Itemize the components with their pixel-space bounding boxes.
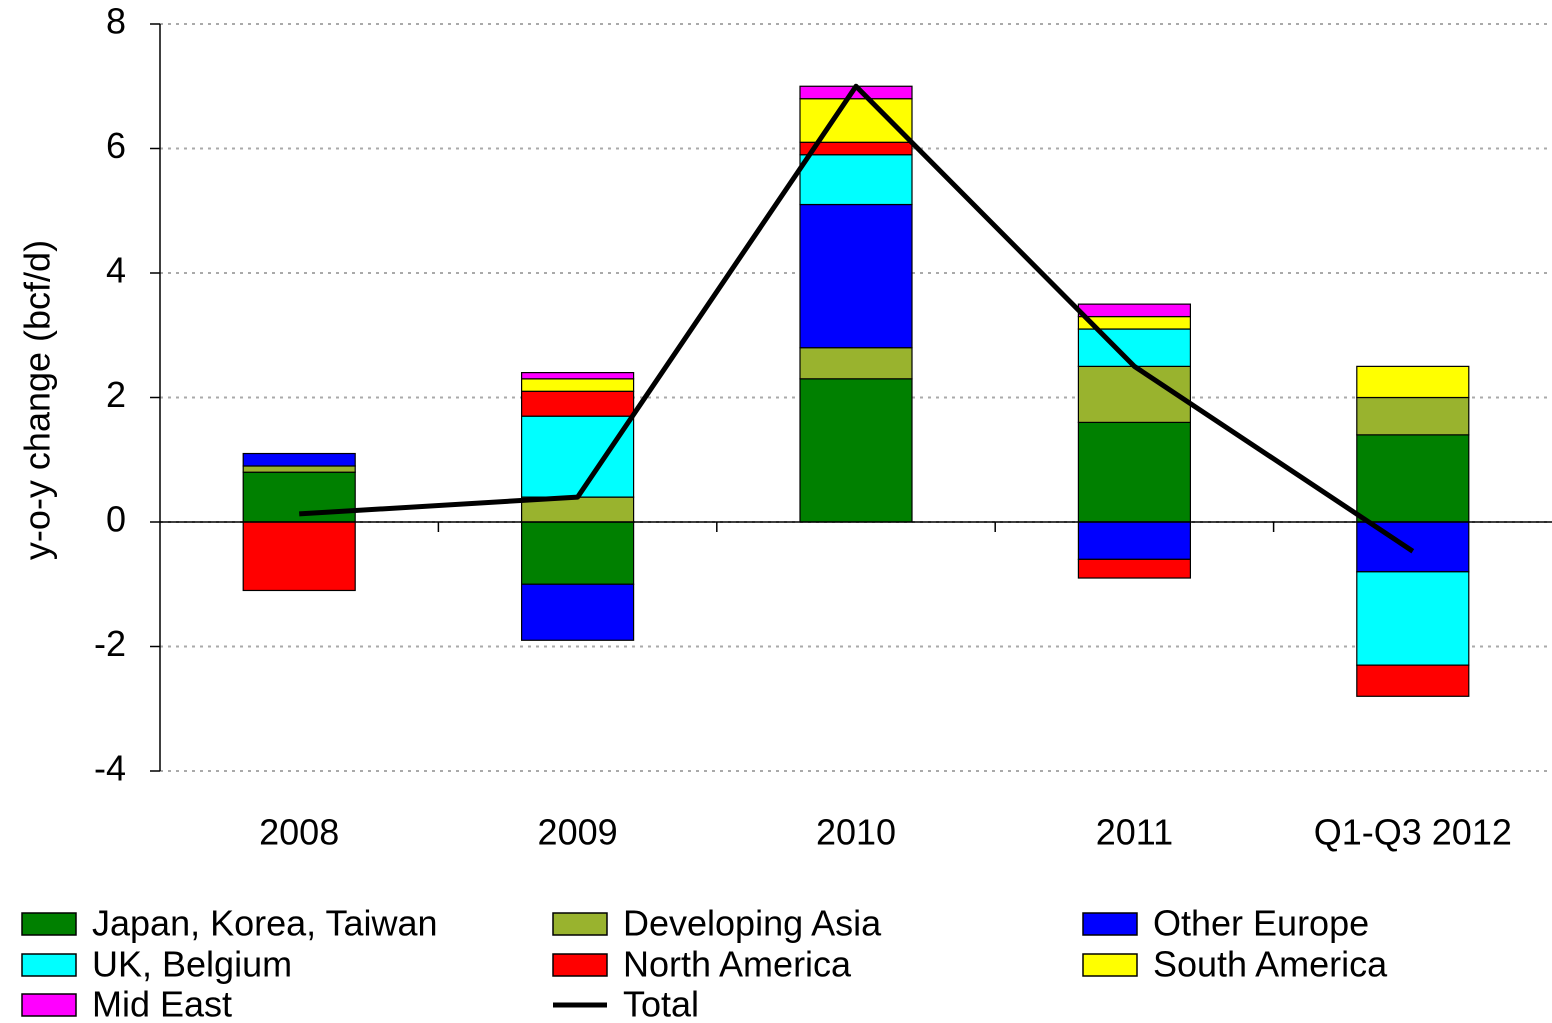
legend-swatch (21, 993, 77, 1017)
legend-label: Total (623, 984, 699, 1023)
legend-label: Japan, Korea, Taiwan (92, 903, 438, 944)
legend-swatch (552, 953, 608, 977)
legend-label: Developing Asia (623, 903, 882, 944)
bar-segment (799, 154, 913, 206)
bar-segment (1356, 365, 1470, 399)
bar-segment (1356, 396, 1470, 436)
bar-segment (1077, 303, 1192, 318)
x-tick-label: 2010 (816, 812, 896, 853)
bar-segment (1077, 558, 1192, 579)
bar-segment (1077, 421, 1192, 523)
legend-label: Other Europe (1153, 903, 1369, 944)
bar-segment (799, 347, 913, 380)
legend-swatch (1082, 912, 1138, 936)
legend-label: South America (1153, 944, 1388, 985)
bar-segment (799, 378, 913, 523)
x-tick-label: 2008 (259, 812, 339, 853)
total-line (299, 83, 1415, 554)
y-tick-label: 0 (106, 499, 126, 540)
x-tick-label: Q1-Q3 2012 (1314, 812, 1512, 853)
bar-segment (520, 372, 635, 380)
x-tick-label: 2009 (538, 812, 618, 853)
bar-segment (1356, 571, 1470, 666)
y-tick-label: -2 (94, 623, 126, 664)
legend-label: North America (623, 944, 852, 985)
legend-swatch (1082, 953, 1138, 977)
x-tick-label: 2011 (1096, 812, 1173, 853)
bar-segment (1356, 434, 1470, 523)
bar-segment (520, 390, 635, 417)
bar-segment (799, 98, 913, 143)
bar-segment (1356, 521, 1470, 573)
bar-segment (242, 465, 356, 473)
legend-swatch (552, 912, 608, 936)
y-tick-label: 2 (106, 374, 126, 415)
y-tick-label: 6 (106, 125, 126, 166)
legend-label: Mid East (92, 984, 232, 1023)
bar-segment (242, 521, 356, 592)
bar-segment (1077, 365, 1192, 424)
legend-label: UK, Belgium (92, 944, 292, 985)
bar-segment (1077, 521, 1192, 560)
bar-segment (520, 378, 635, 392)
legend-swatch (21, 953, 77, 977)
y-tick-label: -4 (94, 748, 126, 789)
bar-segment (242, 452, 356, 467)
bar-segment (1077, 328, 1192, 367)
y-tick-label: 8 (106, 1, 126, 42)
legend-swatch (21, 912, 77, 936)
bar-segment (799, 203, 913, 349)
y-tick-label: 4 (106, 250, 126, 291)
y-axis-label: y-o-y change (bcf/d) (17, 240, 58, 560)
bar-segment (242, 471, 356, 523)
bar-segment (520, 521, 635, 585)
bar-segment (520, 415, 635, 498)
bar-segment (1356, 664, 1470, 697)
bar-segment (520, 583, 635, 641)
